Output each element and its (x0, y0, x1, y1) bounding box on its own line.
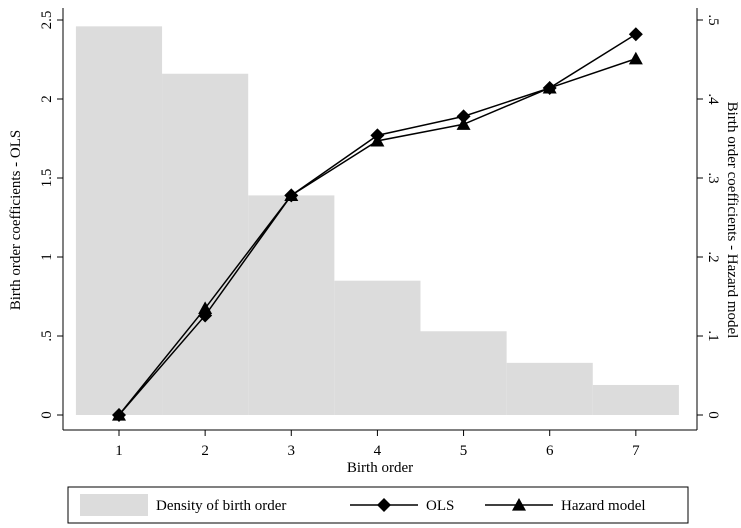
y-tick-label: 1 (39, 253, 55, 261)
point-marker (512, 498, 526, 511)
bar (162, 73, 249, 415)
bar (506, 362, 593, 415)
legend-label: OLS (426, 498, 454, 514)
point-marker (111, 407, 126, 421)
point-marker (370, 133, 385, 147)
y2-tick-label: .5 (705, 14, 721, 25)
point-marker (628, 27, 643, 42)
bar (248, 195, 335, 415)
x-tick-label: 4 (374, 443, 382, 459)
legend-label: Density of birth order (156, 498, 286, 514)
y-axis-title: Birth order coefficients - OLS (8, 130, 24, 311)
y-tick-label: .5 (39, 330, 55, 341)
y2-tick-label: .1 (705, 330, 721, 341)
y2-tick-label: .2 (705, 251, 721, 262)
x-axis-title: Birth order (347, 460, 413, 476)
y-tick-label: 1.5 (39, 169, 55, 188)
y-tick-label: 2 (39, 95, 55, 103)
x-tick-label: 2 (201, 443, 209, 459)
legend-swatch (80, 494, 148, 516)
y2-tick-label: .4 (705, 93, 721, 105)
x-tick-label: 6 (546, 443, 554, 459)
y-tick-label: 2.5 (39, 11, 55, 30)
point-marker (198, 301, 213, 314)
y2-tick-label: .3 (705, 172, 721, 183)
y2-axis-title: Birth order coefficients - Hazard model (724, 102, 740, 339)
point-marker (284, 188, 299, 201)
bar (420, 331, 507, 415)
y2-tick-label: 0 (705, 411, 721, 419)
x-tick-label: 1 (115, 443, 123, 459)
point-marker (456, 109, 471, 124)
point-marker (377, 498, 391, 512)
point-marker (542, 80, 557, 94)
point-marker (628, 51, 643, 65)
point-marker (456, 117, 471, 130)
bar (334, 280, 421, 415)
x-tick-label: 3 (288, 443, 296, 459)
bar (592, 384, 679, 415)
bar (75, 26, 163, 415)
legend-label: Hazard model (561, 498, 646, 514)
x-tick-label: 7 (632, 443, 640, 459)
x-tick-label: 5 (460, 443, 468, 459)
y-tick-label: 0 (39, 411, 55, 419)
